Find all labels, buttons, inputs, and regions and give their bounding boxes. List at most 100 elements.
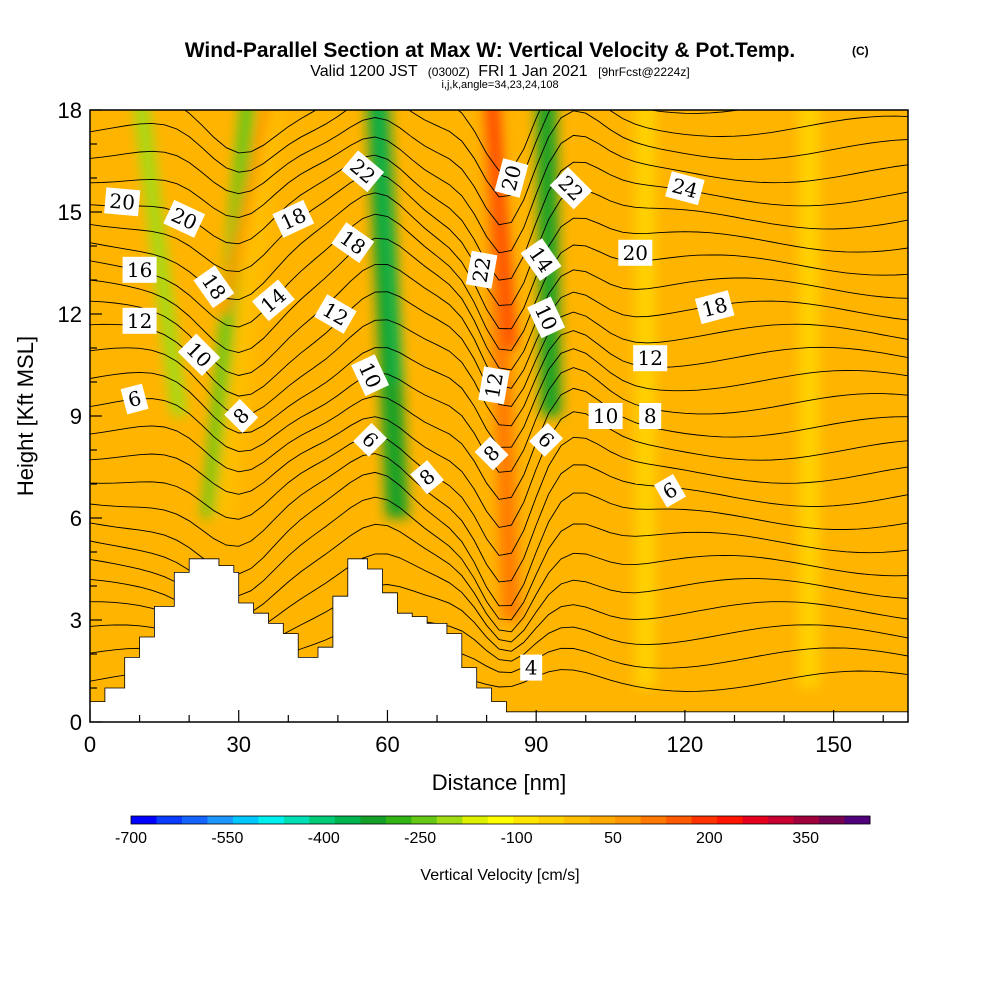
isentrope-label-group: 8	[639, 403, 662, 429]
y-tick-label: 6	[70, 506, 82, 531]
colorbar-swatch	[436, 816, 463, 824]
x-tick-label: 30	[226, 732, 250, 757]
isentrope-label-box	[193, 265, 235, 309]
isentrope-line	[90, 367, 908, 473]
y-axis-label: Height [Kft MSL]	[13, 336, 38, 496]
colorbar-swatch	[819, 816, 846, 824]
isentrope-line	[90, 435, 908, 556]
isentrope-line	[90, 387, 908, 500]
colorbar-swatch	[283, 816, 310, 824]
x-tick-label: 60	[375, 732, 399, 757]
valid-zulu: (0300Z)	[428, 65, 470, 79]
colorbar-swatch	[411, 816, 438, 824]
colorbar-swatch	[334, 816, 361, 824]
isentrope-line	[90, 453, 908, 583]
isentrope-line	[183, 110, 743, 172]
colorbar-swatch	[131, 816, 157, 824]
colorbar-swatch	[513, 816, 540, 824]
y-tick-label: 9	[70, 404, 82, 429]
isentrope-label-group: 24	[665, 171, 705, 206]
isentrope-label: 8	[644, 404, 657, 428]
colorbar-tick-label: -100	[501, 830, 533, 847]
colorbar-swatch	[538, 816, 565, 824]
colorbar-swatch	[207, 816, 234, 824]
w-band-10	[798, 110, 819, 688]
x-axis: 0 30 60 90 120 150	[84, 710, 884, 757]
colorbar-swatch	[844, 816, 871, 824]
isentrope-line	[90, 154, 908, 281]
isentrope-label-group: 20	[494, 158, 529, 198]
isentrope-label-box	[529, 422, 564, 457]
y-axis: 0 3 6 9 12 15 18	[58, 98, 102, 735]
isentrope-label-box	[331, 222, 375, 263]
w-band-2	[218, 110, 270, 314]
isentrope-label-box	[252, 279, 295, 322]
isentrope-label: 6	[125, 386, 144, 412]
isentrope-label-box	[314, 294, 357, 334]
colorbar-swatch	[487, 816, 514, 824]
isentrope-label-box	[665, 171, 705, 206]
colorbar-swatch	[666, 816, 693, 824]
grid-indices: i,j,k,angle=34,23,24,108	[441, 79, 558, 91]
isentrope-label-group: 6	[653, 474, 687, 508]
isentrope-label: 22	[468, 255, 496, 284]
colorbar-tick-label: -400	[308, 830, 340, 847]
colorbar-swatch	[691, 816, 718, 824]
isentrope-label-box	[527, 296, 566, 339]
colorbar-swatch	[640, 816, 667, 824]
isentrope-label-box	[104, 187, 141, 217]
isentrope-label-group: 10	[177, 333, 221, 377]
valid-time: Valid 1200 JST	[310, 63, 418, 80]
isentrope-line	[90, 110, 908, 198]
isentrope-label-box	[588, 403, 623, 429]
colorbar-swatch	[742, 816, 769, 824]
isentrope-label-box	[478, 366, 510, 405]
isentrope-line	[90, 319, 908, 427]
isentrope-label-box	[122, 256, 157, 283]
isentrope-label-box	[694, 290, 735, 325]
terrain	[90, 558, 908, 722]
colorbar-swatch	[258, 816, 285, 824]
chart-subtitle: Valid 1200 JST (0300Z) FRI 1 Jan 2021 [9…	[310, 63, 689, 80]
forecast-info: [9hrFcst@2224z]	[598, 65, 690, 79]
colorbar-frame	[130, 815, 871, 825]
w-band-5	[483, 110, 521, 620]
isentrope-line	[90, 172, 908, 306]
colorbar-swatch	[589, 816, 616, 824]
isentrope-label: 12	[480, 371, 508, 400]
w-band-4	[373, 110, 403, 382]
colorbar-tick-label: -700	[115, 830, 147, 847]
x-tick-label: 0	[84, 732, 96, 757]
isentrope-label-box	[120, 383, 149, 415]
colorbar-swatch	[717, 816, 744, 824]
isentrope-line	[90, 134, 908, 254]
colorbar-label: Vertical Velocity [cm/s]	[420, 867, 579, 884]
colorbar-swatch	[232, 816, 259, 824]
isentrope-line	[90, 110, 908, 226]
isentrope-label-group: 20	[618, 239, 653, 266]
x-tick-label: 120	[667, 732, 704, 757]
isentrope-label-group: 12	[122, 307, 157, 334]
isentrope-label: 20	[623, 241, 648, 265]
isentrope-label-box	[177, 333, 221, 377]
isentrope-label: 20	[108, 189, 135, 215]
colorbar-swatch	[793, 816, 820, 824]
colorbar-swatch	[309, 816, 336, 824]
colorbar-tick-label: 200	[696, 830, 723, 847]
isentrope-label-group: 10	[588, 403, 623, 429]
isentrope-label-box	[474, 436, 509, 471]
colorbar-swatch	[360, 816, 387, 824]
isentrope-label-group: 22	[465, 250, 498, 289]
y-tick-label: 18	[58, 98, 82, 123]
colorbar-swatch	[156, 816, 183, 824]
isentrope-label-box	[549, 166, 593, 210]
colorbar-swatch	[462, 816, 489, 824]
w-band-9	[635, 110, 656, 688]
colorbar-swatch	[564, 816, 591, 824]
colorbar: -700 -550 -400 -250 -100 50 200 350	[115, 815, 871, 847]
colorbar-swatch	[615, 816, 642, 824]
colorbar-swatch	[768, 816, 795, 824]
